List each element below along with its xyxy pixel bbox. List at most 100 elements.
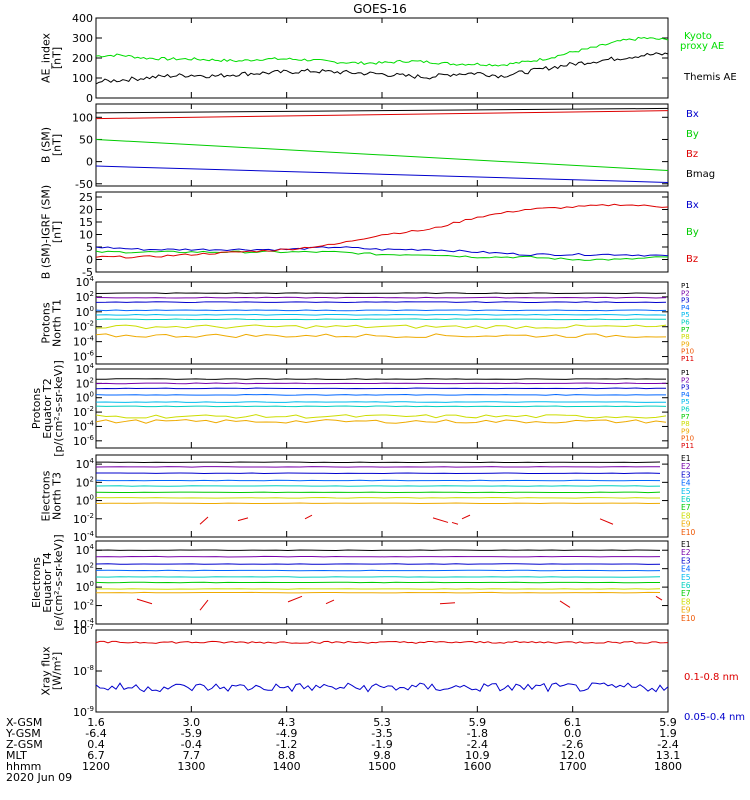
legend-p11: P11: [681, 442, 694, 450]
footer-value: 5.3: [373, 716, 391, 729]
sparse-segment: [136, 598, 153, 605]
legend-e1: E1: [681, 454, 691, 463]
legend-bz: Bz: [686, 254, 698, 265]
legend-e6: E6: [681, 581, 691, 590]
series-line-p7: [95, 414, 667, 419]
legend-p1: P1: [681, 369, 690, 377]
series-line-e8: [95, 502, 661, 505]
footer-value: 1700: [559, 760, 587, 773]
sparse-segment: [287, 595, 303, 603]
footer-value: 1.9: [659, 727, 677, 740]
y-tick-label: 50: [79, 133, 93, 146]
series-line-p8: [95, 333, 667, 339]
sparse-segment: [237, 517, 249, 522]
legend-p6: P6: [681, 406, 690, 414]
sparse-segment: [655, 595, 663, 601]
series-line-p7: [95, 324, 667, 330]
y-tick-label: 100: [76, 391, 94, 405]
legend-e8: E8: [681, 597, 691, 606]
series-line-p1: [95, 378, 667, 380]
panel-frame: [95, 103, 669, 187]
y-axis-label: Protons: [30, 388, 43, 429]
footer-value: -5.9: [181, 727, 202, 740]
footer-value: -3.5: [371, 727, 392, 740]
legend-e9: E9: [681, 520, 691, 529]
legend-e5: E5: [681, 573, 691, 582]
legend-p8: P8: [681, 333, 690, 341]
legend-e7: E7: [681, 589, 691, 598]
y-tick-label: 0: [86, 92, 93, 105]
panel-2: -50 0 50 100 B (SM)[nT] Bx By Bz Bmag: [40, 103, 715, 191]
y-tick-label: 200: [72, 52, 93, 65]
footer-value: -1.8: [467, 727, 488, 740]
series-line-xray-2: [95, 682, 669, 693]
series-line-e7: [95, 588, 661, 590]
y-tick-label: 104: [76, 362, 95, 376]
footer-value: -4.9: [276, 727, 297, 740]
footer-label: X-GSM: [6, 716, 42, 729]
legend-p5: P5: [681, 311, 690, 319]
series-line-bz: [95, 110, 669, 120]
series-line-p5: [95, 313, 667, 316]
y-axis-label: Xray flux: [40, 646, 53, 696]
footer-value: 8.8: [278, 749, 296, 762]
series-line-e6: [95, 491, 661, 494]
footer-label: Y-GSM: [5, 727, 41, 740]
series-line-p2: [95, 296, 667, 299]
y-tick-label: 100: [72, 72, 93, 85]
legend-themis: Themis AE: [683, 72, 737, 83]
legend-p2: P2: [681, 376, 690, 384]
sparse-segment: [199, 599, 209, 611]
y-tick-label: 10-4: [73, 530, 95, 544]
y-axis-label: Protons: [40, 302, 53, 343]
y-axis-label: B (SM): [40, 127, 53, 163]
y-tick-label: 102: [76, 562, 94, 576]
series-line-by: [95, 138, 669, 171]
legend-p9: P9: [681, 427, 690, 435]
series-line-by: [95, 250, 669, 261]
footer-value: 10.9: [465, 749, 490, 762]
series-line-p4: [95, 309, 667, 312]
y-tick-label: 15: [79, 216, 93, 229]
footer-value: -0.4: [181, 738, 202, 751]
footer-value: 6.7: [87, 749, 105, 762]
series-line-p3: [95, 301, 667, 303]
y-tick-label: -50: [75, 178, 93, 191]
series-line-e5: [95, 576, 661, 578]
y-tick-label: 10-6: [73, 434, 95, 448]
y-tick-label: 5: [86, 241, 93, 254]
series-line-bx: [95, 246, 669, 257]
series-line-p6: [95, 318, 667, 321]
series-line-p1: [95, 292, 667, 295]
y-axis-label: North T3: [51, 472, 64, 520]
footer-value: 7.7: [183, 749, 201, 762]
series-line-bx: [95, 165, 669, 183]
footer-value: 1800: [654, 760, 682, 773]
legend-e4: E4: [681, 565, 691, 574]
y-tick-label: 0: [86, 156, 93, 169]
y-axis-label: Equator T4: [41, 552, 54, 612]
sparse-segment: [432, 517, 449, 523]
y-axis-label: AE_index: [40, 32, 53, 83]
footer-label: Z-GSM: [6, 738, 43, 751]
y-tick-label: 300: [72, 32, 93, 45]
panel-frame: [95, 17, 669, 99]
legend-by: By: [686, 227, 699, 238]
legend-bx: Bx: [686, 109, 699, 120]
y-tick-label: 100: [72, 111, 93, 124]
series-line-e2: [95, 555, 661, 558]
series-line-p8: [95, 419, 667, 424]
y-axis-label: [e/(cm²-s-sr-keV)]: [52, 534, 65, 630]
sparse-segment: [559, 600, 571, 608]
legend-e2: E2: [681, 548, 691, 557]
y-tick-label: 104: [76, 275, 95, 289]
y-tick-label: 100: [76, 580, 94, 594]
y-tick-label: 400: [72, 12, 93, 25]
series-line-e3: [95, 472, 661, 474]
y-tick-label: 10: [79, 229, 93, 242]
panel-frame: [95, 368, 669, 449]
